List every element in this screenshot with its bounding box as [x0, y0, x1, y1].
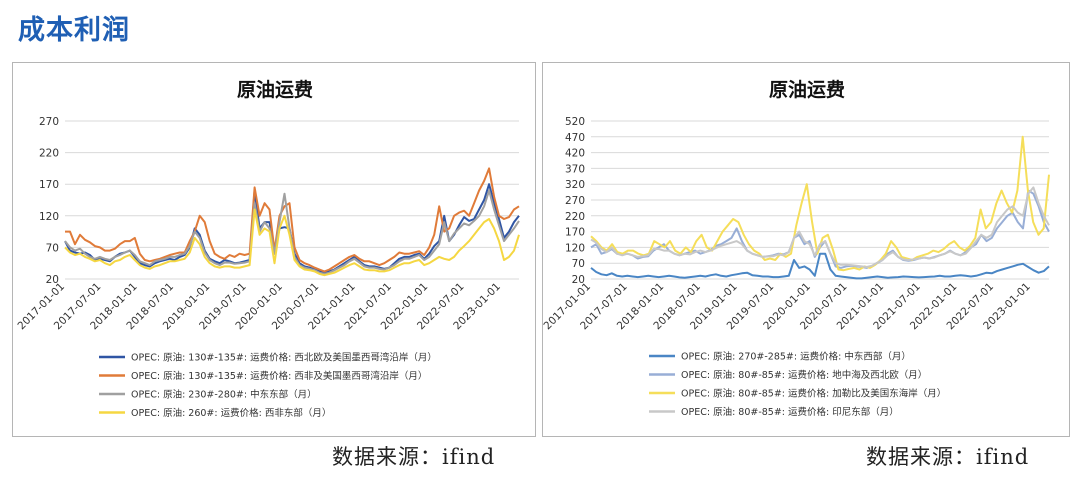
chart-left-svg: 原油运费20701201702202702017-01-012017-07-01… [15, 79, 520, 419]
source-note-right: 数据来源：ifind [866, 445, 1030, 469]
legend-label-2: OPEC: 原油: 80#-85#: 运费价格: 地中海及西北欧（月） [681, 369, 927, 381]
legend-label-4: OPEC: 原油: 260#: 运费价格: 西非东部（月） [131, 407, 331, 419]
y-tick-label: 70 [46, 242, 59, 254]
y-tick-label: 20 [46, 274, 59, 286]
chart-right-svg: 原油运费20701201702202703203704204705202017-… [543, 79, 1050, 418]
legend-label-2: OPEC: 原油: 130#-135#: 运费价格: 西非及美国墨西哥湾沿岸（月… [131, 370, 427, 382]
y-tick-label: 20 [572, 274, 585, 286]
y-tick-label: 420 [565, 148, 585, 160]
legend-label-1: OPEC: 原油: 270#-285#: 运费价格: 中东西部（月） [681, 351, 911, 363]
chart-title: 原油运费 [769, 79, 845, 101]
chart-panel-left: 原油运费 20 70 120 170 220 270 2017-01-01 2017-07-01… [12, 62, 536, 437]
y-tick-label: 370 [565, 163, 585, 175]
legend-label-4: OPEC: 原油: 80#-85#: 运费价格: 印尼东部（月） [681, 406, 899, 418]
y-tick-label: 220 [39, 148, 59, 160]
y-tick-label: 320 [565, 179, 585, 191]
chart-panel-right: 原油运费 20 70 120 170 220 270 320 370 420 470 520 2017-… [542, 62, 1070, 437]
y-tick-label: 470 [565, 132, 585, 144]
legend-label-1: OPEC: 原油: 130#-135#: 运费价格: 西北欧及美国墨西哥湾沿岸（… [131, 352, 437, 364]
page-title: 成本利润 [18, 15, 130, 46]
legend-label-3: OPEC: 原油: 230#-280#: 中东东部（月） [131, 389, 317, 401]
chart-title: 原油运费 [237, 79, 313, 101]
y-tick-label: 120 [565, 242, 585, 254]
y-tick-label: 270 [39, 116, 59, 128]
legend-label-3: OPEC: 原油: 80#-85#: 运费价格: 加勒比及美国东海岸（月） [681, 388, 946, 400]
y-tick-label: 170 [565, 227, 585, 239]
y-tick-label: 220 [565, 211, 585, 223]
y-tick-label: 170 [39, 179, 59, 191]
y-tick-label: 270 [565, 195, 585, 207]
series-line-1 [590, 252, 1050, 280]
y-tick-label: 120 [39, 211, 59, 223]
y-tick-label: 520 [565, 116, 585, 128]
series-line-4 [64, 208, 520, 277]
y-tick-label: 70 [572, 258, 585, 270]
series-line-4 [590, 186, 1050, 268]
source-note-left: 数据来源：ifind [332, 445, 496, 469]
